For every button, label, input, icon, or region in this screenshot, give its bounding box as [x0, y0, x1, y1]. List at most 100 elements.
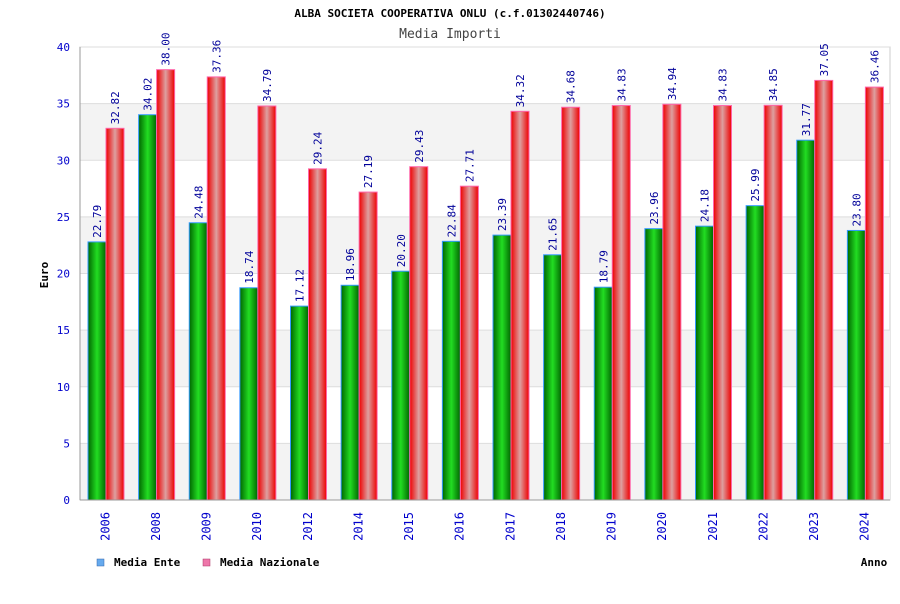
- bar-ente: [290, 305, 309, 501]
- x-axis-label: Anno: [861, 556, 888, 569]
- x-tick-label: 2019: [605, 512, 619, 541]
- y-tick-label: 0: [63, 494, 70, 507]
- bar-nazionale: [864, 86, 884, 501]
- data-label: 21.65: [547, 218, 560, 251]
- bar-ente: [239, 287, 259, 501]
- bar-ente: [644, 228, 664, 501]
- data-label: 24.48: [192, 186, 205, 219]
- bar-nazionale: [257, 105, 277, 501]
- data-label: 24.18: [699, 189, 712, 222]
- data-label: 37.05: [818, 43, 831, 76]
- bar-ente: [138, 114, 158, 501]
- x-tick-label: 2014: [351, 512, 365, 541]
- legend: Media Ente Media Nazionale: [96, 556, 320, 569]
- data-label: 27.19: [362, 155, 375, 188]
- data-label: 22.79: [91, 205, 104, 238]
- data-label: 18.96: [344, 248, 357, 281]
- bar-ente: [745, 205, 765, 501]
- data-label: 18.79: [597, 250, 610, 283]
- data-label: 34.68: [565, 70, 578, 103]
- x-tick-label: 2020: [655, 512, 669, 541]
- chart-title: ALBA SOCIETA COOPERATIVA ONLU (c.f.01302…: [294, 7, 605, 20]
- y-axis-label: Euro: [38, 261, 51, 288]
- y-tick-label: 10: [57, 381, 70, 394]
- data-label: 29.43: [413, 130, 426, 163]
- bar-nazionale: [409, 166, 429, 501]
- data-label: 31.77: [800, 103, 813, 136]
- bar-nazionale: [105, 127, 125, 501]
- bar-ente: [441, 240, 461, 501]
- y-tick-label: 5: [63, 437, 70, 450]
- bar-nazionale: [611, 105, 631, 501]
- data-label: 23.39: [496, 198, 509, 231]
- legend-swatch-nazionale: [202, 558, 211, 567]
- bar-ente: [492, 234, 512, 501]
- bar-ente: [593, 286, 613, 501]
- bar-ente: [695, 225, 714, 501]
- data-label: 29.24: [312, 131, 325, 164]
- bar-nazionale: [814, 79, 834, 501]
- data-label: 34.83: [615, 68, 628, 101]
- bar-nazionale: [713, 105, 732, 501]
- x-tick-label: 2012: [301, 512, 315, 541]
- chart-subtitle: Media Importi: [399, 27, 501, 42]
- y-tick-label: 40: [57, 41, 70, 54]
- data-label: 34.85: [767, 68, 780, 101]
- data-label: 17.12: [294, 269, 307, 302]
- bar-nazionale: [561, 106, 581, 501]
- data-label: 34.02: [142, 78, 155, 111]
- data-label: 32.82: [109, 91, 122, 124]
- data-label: 38.00: [160, 33, 173, 66]
- bar-nazionale: [662, 103, 682, 501]
- bar-nazionale: [358, 191, 378, 501]
- x-tick-label: 2023: [807, 512, 821, 541]
- data-label: 25.99: [749, 169, 762, 202]
- data-label: 23.80: [850, 193, 863, 226]
- data-label: 36.46: [868, 50, 881, 83]
- x-tick-label: 2017: [503, 512, 517, 541]
- data-label: 34.32: [514, 74, 527, 107]
- bar-nazionale: [206, 76, 226, 501]
- data-label: 20.20: [395, 234, 408, 267]
- y-tick-label: 35: [57, 98, 70, 111]
- bar-ente: [846, 229, 866, 501]
- x-tick-label: 2006: [98, 512, 112, 541]
- x-tick-label: 2018: [554, 512, 568, 541]
- bar-ente: [340, 284, 360, 501]
- bar-ente: [391, 270, 411, 501]
- bar-nazionale: [459, 185, 479, 501]
- bar-ente: [543, 254, 563, 501]
- data-label: 37.36: [210, 40, 223, 73]
- data-label: 18.74: [243, 250, 256, 283]
- x-tick-label: 2022: [756, 512, 770, 541]
- x-tick-label: 2016: [453, 512, 467, 541]
- x-tick-label: 2015: [402, 512, 416, 541]
- data-label: 23.96: [648, 192, 661, 225]
- x-tick-label: 2024: [858, 512, 872, 541]
- data-label: 34.79: [261, 69, 274, 102]
- bar-nazionale: [510, 110, 530, 501]
- bar-ente: [796, 139, 816, 501]
- x-tick-label: 2010: [250, 512, 264, 541]
- bar-nazionale: [156, 69, 176, 501]
- x-tick-label: 2008: [149, 512, 163, 541]
- y-tick-label: 30: [57, 154, 70, 167]
- data-label: 34.83: [717, 68, 730, 101]
- bar-nazionale: [308, 168, 327, 501]
- data-label: 22.84: [445, 204, 458, 237]
- x-tick-label: 2009: [200, 512, 214, 541]
- bar-ente: [87, 241, 107, 501]
- data-label: 27.71: [463, 149, 476, 182]
- bar-nazionale: [763, 104, 783, 501]
- y-tick-label: 20: [57, 268, 70, 281]
- legend-swatch-ente: [96, 558, 105, 567]
- legend-label-ente: Media Ente: [114, 556, 181, 569]
- bar-ente: [188, 222, 208, 501]
- y-tick-label: 15: [57, 324, 70, 337]
- x-tick-label: 2021: [706, 512, 720, 541]
- data-label: 34.94: [666, 67, 679, 100]
- legend-label-nazionale: Media Nazionale: [220, 556, 320, 569]
- y-tick-label: 25: [57, 211, 70, 224]
